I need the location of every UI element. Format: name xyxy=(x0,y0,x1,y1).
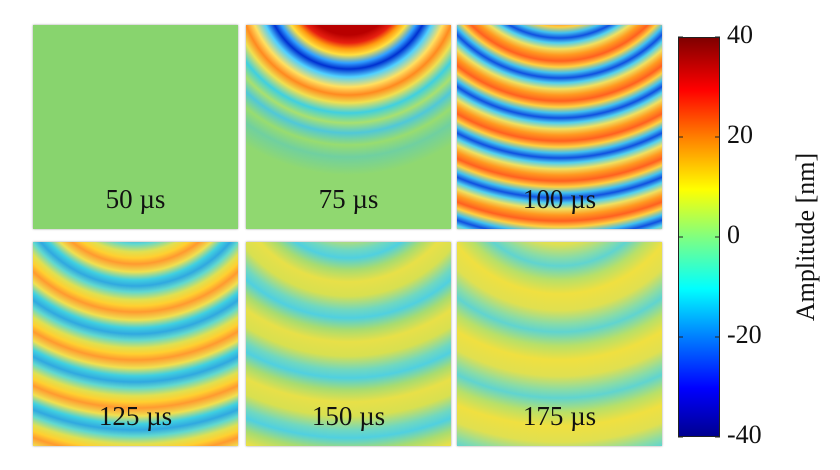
snapshot-panel: 50 µs xyxy=(33,25,238,229)
snapshot-panel: 175 µs xyxy=(457,242,662,446)
colorbar-label: Amplitude [nm] xyxy=(791,153,820,321)
panel-label: 75 µs xyxy=(318,184,379,214)
snapshot-panel: 125 µs xyxy=(33,242,238,446)
snapshot-panel: 150 µs xyxy=(246,242,451,446)
panel-label: 175 µs xyxy=(522,401,597,431)
colorbar-tick-label: -20 xyxy=(727,320,762,349)
panel-label: 50 µs xyxy=(105,184,166,214)
panel-label: 100 µs xyxy=(522,184,597,214)
colorbar-tick-label: -40 xyxy=(727,420,762,449)
colorbar xyxy=(678,37,720,437)
panel-label: 125 µs xyxy=(98,401,173,431)
colorbar-tick-label: 40 xyxy=(727,20,753,49)
snapshot-panel: 100 µs xyxy=(457,25,662,229)
colorbar-tick-label: 0 xyxy=(727,220,740,249)
panel-label: 150 µs xyxy=(311,401,386,431)
colorbar-tick-label: 20 xyxy=(727,120,753,149)
snapshot-panel: 75 µs xyxy=(246,25,451,229)
